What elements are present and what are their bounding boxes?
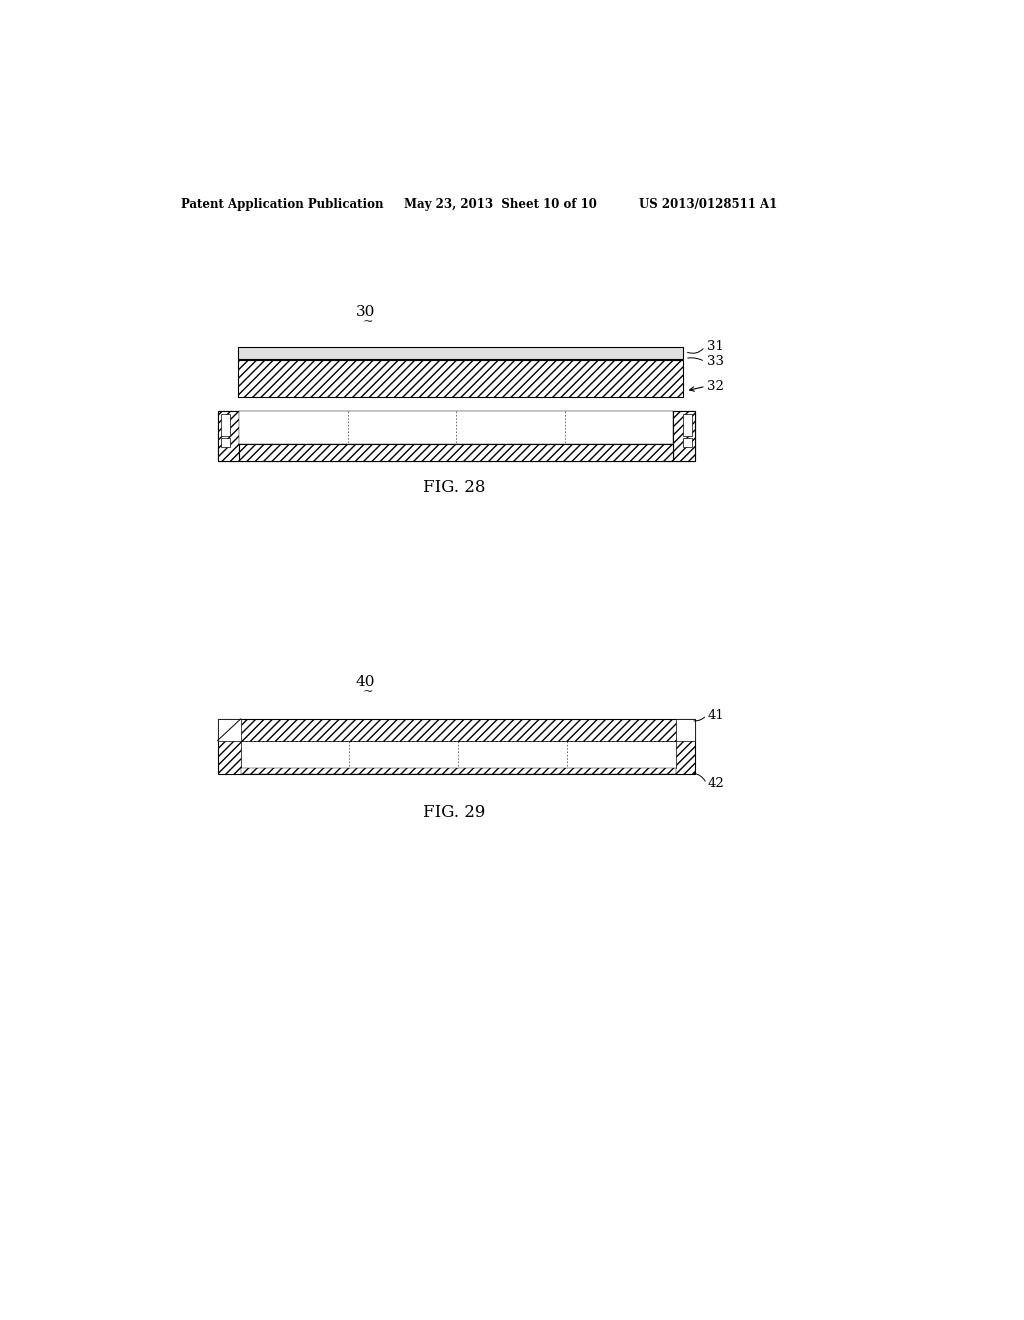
Text: 31: 31 xyxy=(707,341,723,354)
Bar xyxy=(674,411,695,461)
Text: 41: 41 xyxy=(708,709,725,722)
Text: ~: ~ xyxy=(362,315,373,329)
Bar xyxy=(217,411,695,461)
Text: 32: 32 xyxy=(707,380,723,393)
Polygon shape xyxy=(217,719,241,741)
Text: 42: 42 xyxy=(708,777,725,791)
Bar xyxy=(217,411,240,461)
Bar xyxy=(240,444,674,461)
Text: 40: 40 xyxy=(355,675,375,689)
Text: US 2013/0128511 A1: US 2013/0128511 A1 xyxy=(639,198,777,211)
Bar xyxy=(239,360,683,397)
Text: 30: 30 xyxy=(355,305,375,319)
Bar xyxy=(220,438,230,447)
Bar xyxy=(683,438,692,447)
Text: Patent Application Publication: Patent Application Publication xyxy=(180,198,383,211)
Text: 33: 33 xyxy=(707,355,724,368)
Text: May 23, 2013  Sheet 10 of 10: May 23, 2013 Sheet 10 of 10 xyxy=(403,198,597,211)
Bar xyxy=(239,347,683,359)
Text: FIG. 28: FIG. 28 xyxy=(423,479,485,496)
Bar xyxy=(217,719,695,775)
Bar xyxy=(241,741,676,768)
Bar xyxy=(220,414,230,436)
Text: ~: ~ xyxy=(362,685,373,698)
Bar xyxy=(683,414,692,436)
Bar xyxy=(240,411,674,444)
Polygon shape xyxy=(676,719,695,741)
Bar xyxy=(241,768,676,775)
Text: FIG. 29: FIG. 29 xyxy=(423,804,485,821)
